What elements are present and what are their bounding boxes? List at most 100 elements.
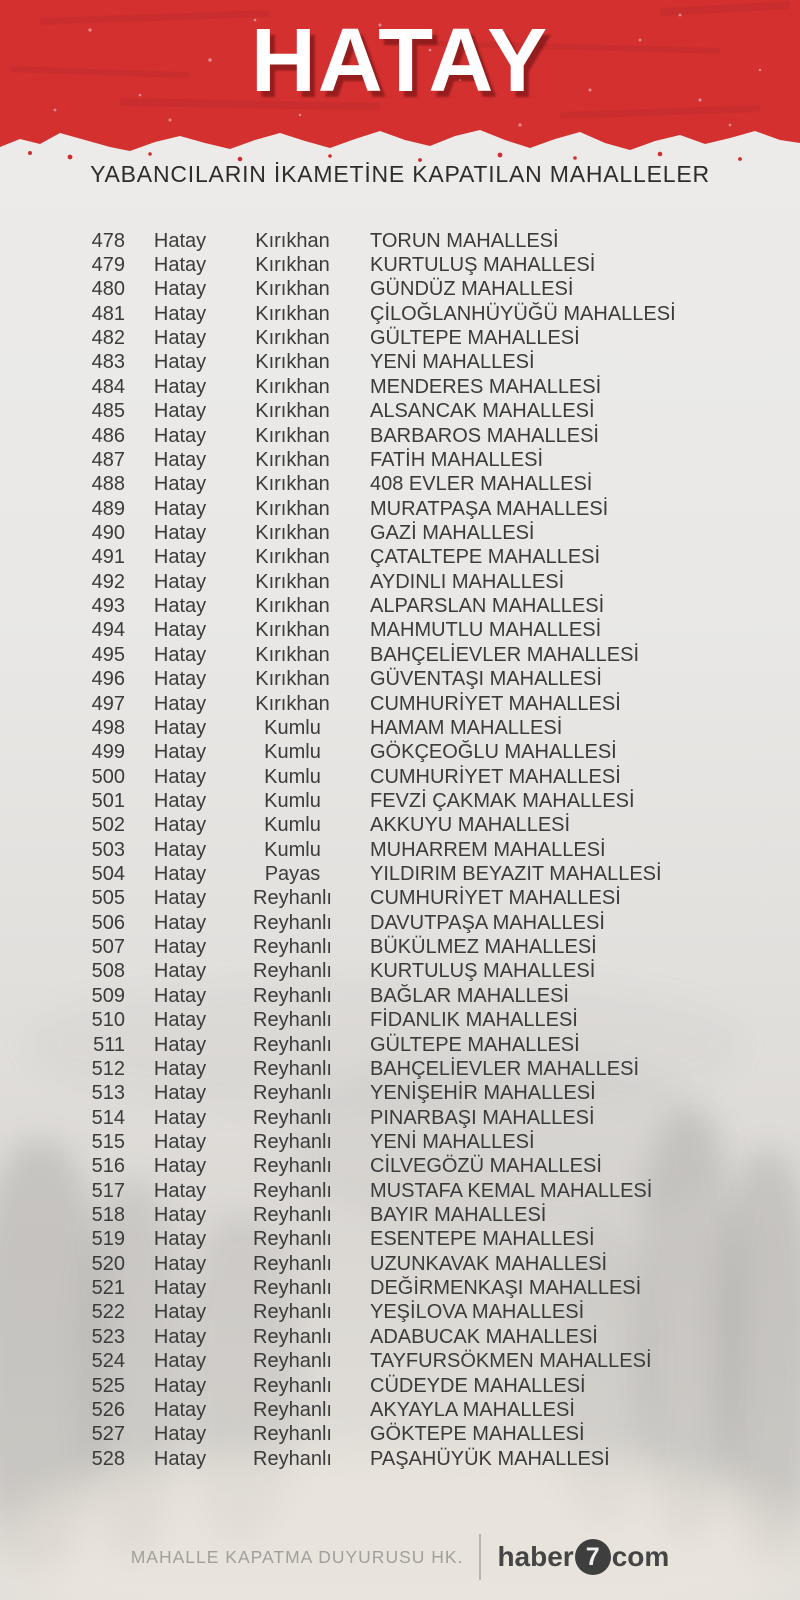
province-cell: Hatay [153, 1325, 207, 1348]
province-cell: Hatay [153, 1252, 207, 1275]
table-row: 482 Hatay Kırıkhan GÜLTEPE MAHALLESİ [0, 326, 800, 350]
footer: MAHALLE KAPATMA DUYURUSU HK. haber 7 com [0, 1528, 800, 1586]
row-number: 494 [91, 619, 125, 642]
province-cell: Hatay [153, 1106, 207, 1129]
province-cell: Hatay [153, 473, 207, 496]
row-number: 525 [91, 1374, 125, 1397]
province-cell: Hatay [153, 643, 207, 666]
neighborhood-cell: MUHARREM MAHALLESİ [370, 838, 606, 861]
province-cell: Hatay [153, 570, 207, 593]
province-cell: Hatay [153, 1398, 207, 1421]
neighborhood-cell: AKKUYU MAHALLESİ [370, 814, 571, 837]
table-row: 510 Hatay Reyhanlı FİDANLIK MAHALLESİ [0, 1009, 800, 1033]
province-cell: Hatay [153, 960, 207, 983]
table-row: 478 Hatay Kırıkhan TORUN MAHALLESİ [0, 229, 800, 253]
district-cell: Kırıkhan [255, 327, 330, 350]
district-cell: Kırıkhan [255, 668, 330, 691]
province-cell: Hatay [153, 521, 207, 544]
logo-text-pre: haber [497, 1541, 574, 1572]
logo-text-post: com [611, 1541, 670, 1572]
table-row: 491 Hatay Kırıkhan ÇATALTEPE MAHALLESİ [0, 546, 800, 570]
table-row: 516 Hatay Reyhanlı CİLVEGÖZÜ MAHALLESİ [0, 1155, 800, 1179]
table-row: 481 Hatay Kırıkhan ÇİLOĞLANHÜYÜĞÜ MAHALL… [0, 302, 800, 326]
neighborhood-cell: BAHÇELİEVLER MAHALLESİ [370, 1057, 639, 1080]
table-row: 527 Hatay Reyhanlı GÖKTEPE MAHALLESİ [0, 1423, 800, 1447]
district-cell: Kumlu [264, 716, 321, 739]
neighborhood-cell: FİDANLIK MAHALLESİ [370, 1009, 578, 1032]
row-number: 486 [91, 424, 125, 447]
neighborhood-cell: TAYFURSÖKMEN MAHALLESİ [370, 1350, 652, 1373]
neighborhood-cell: CUMHURİYET MAHALLESİ [370, 692, 621, 715]
province-cell: Hatay [153, 400, 207, 423]
province-cell: Hatay [153, 838, 207, 861]
row-number: 511 [93, 1033, 125, 1056]
row-number: 504 [91, 863, 125, 886]
table-row: 493 Hatay Kırıkhan ALPARSLAN MAHALLESİ [0, 594, 800, 618]
neighborhood-cell: ALSANCAK MAHALLESİ [370, 400, 595, 423]
neighborhood-cell: ÇATALTEPE MAHALLESİ [370, 546, 601, 569]
neighborhood-cell: AYDINLI MAHALLESİ [370, 570, 565, 593]
row-number: 478 [91, 229, 125, 252]
row-number: 482 [91, 327, 125, 350]
table-row: 488 Hatay Kırıkhan 408 EVLER MAHALLESİ [0, 473, 800, 497]
district-cell: Reyhanlı [253, 1350, 332, 1373]
row-number: 491 [91, 546, 125, 569]
province-cell: Hatay [153, 1057, 207, 1080]
table-row: 514 Hatay Reyhanlı PINARBAŞI MAHALLESİ [0, 1106, 800, 1130]
district-cell: Reyhanlı [253, 1277, 332, 1300]
table-row: 502 Hatay Kumlu AKKUYU MAHALLESİ [0, 814, 800, 838]
province-cell: Hatay [153, 278, 207, 301]
province-cell: Hatay [153, 692, 207, 715]
table-row: 486 Hatay Kırıkhan BARBAROS MAHALLESİ [0, 424, 800, 448]
province-cell: Hatay [153, 302, 207, 325]
neighborhood-cell: GÖKTEPE MAHALLESİ [370, 1423, 585, 1446]
neighborhood-cell: AKYAYLA MAHALLESİ [370, 1398, 575, 1421]
district-cell: Kırıkhan [255, 229, 330, 252]
neighborhood-cell: MAHMUTLU MAHALLESİ [370, 619, 602, 642]
province-cell: Hatay [153, 1009, 207, 1032]
province-cell: Hatay [153, 716, 207, 739]
row-number: 485 [91, 400, 125, 423]
province-cell: Hatay [153, 327, 207, 350]
row-number: 517 [91, 1179, 125, 1202]
row-number: 499 [91, 741, 125, 764]
province-cell: Hatay [153, 619, 207, 642]
row-number: 507 [91, 936, 125, 959]
neighborhood-cell: BAHÇELİEVLER MAHALLESİ [370, 643, 639, 666]
neighborhood-cell: MENDERES MAHALLESİ [370, 375, 602, 398]
row-number: 518 [91, 1204, 125, 1227]
province-cell: Hatay [153, 1447, 207, 1470]
neighborhood-cell: CÜDEYDE MAHALLESİ [370, 1374, 586, 1397]
district-cell: Kırıkhan [255, 595, 330, 618]
district-cell: Reyhanlı [253, 936, 332, 959]
row-number: 523 [91, 1325, 125, 1348]
province-cell: Hatay [153, 1301, 207, 1324]
table-row: 513 Hatay Reyhanlı YENİŞEHİR MAHALLESİ [0, 1082, 800, 1106]
neighborhood-cell: PINARBAŞI MAHALLESİ [370, 1106, 595, 1129]
logo-digit: 7 [585, 1542, 600, 1571]
table-row: 485 Hatay Kırıkhan ALSANCAK MAHALLESİ [0, 400, 800, 424]
district-cell: Reyhanlı [253, 911, 332, 934]
row-number: 481 [91, 302, 125, 325]
district-cell: Kırıkhan [255, 570, 330, 593]
row-number: 526 [91, 1398, 125, 1421]
province-cell: Hatay [153, 424, 207, 447]
district-cell: Reyhanlı [253, 1033, 332, 1056]
row-number: 480 [91, 278, 125, 301]
table-row: 522 Hatay Reyhanlı YEŞİLOVA MAHALLESİ [0, 1301, 800, 1325]
table-row: 520 Hatay Reyhanlı UZUNKAVAK MAHALLESİ [0, 1252, 800, 1276]
district-cell: Reyhanlı [253, 1082, 332, 1105]
district-cell: Kumlu [264, 814, 321, 837]
district-cell: Kırıkhan [255, 302, 330, 325]
neighborhood-cell: BÜKÜLMEZ MAHALLESİ [370, 936, 597, 959]
province-cell: Hatay [153, 229, 207, 252]
neighborhood-cell: PAŞAHÜYÜK MAHALLESİ [370, 1447, 610, 1470]
province-cell: Hatay [153, 546, 207, 569]
table-row: 517 Hatay Reyhanlı MUSTAFA KEMAL MAHALLE… [0, 1179, 800, 1203]
district-cell: Reyhanlı [253, 1325, 332, 1348]
table-row: 496 Hatay Kırıkhan GÜVENTAŞI MAHALLESİ [0, 667, 800, 691]
province-cell: Hatay [153, 351, 207, 374]
table-row: 500 Hatay Kumlu CUMHURİYET MAHALLESİ [0, 765, 800, 789]
table-row: 495 Hatay Kırıkhan BAHÇELİEVLER MAHALLES… [0, 643, 800, 667]
